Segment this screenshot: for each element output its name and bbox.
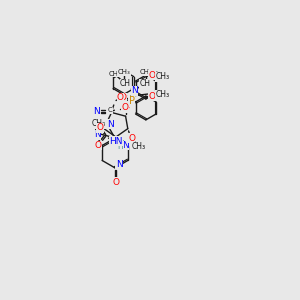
- Text: CH₃: CH₃: [149, 71, 162, 77]
- Text: CH₃: CH₃: [92, 119, 106, 128]
- Text: O: O: [121, 103, 128, 112]
- Text: H: H: [118, 142, 123, 151]
- Text: O: O: [112, 178, 119, 187]
- Text: CH: CH: [140, 79, 151, 88]
- Text: O: O: [119, 93, 126, 102]
- Text: O: O: [97, 123, 104, 132]
- Text: C: C: [108, 107, 112, 113]
- Text: HN: HN: [109, 136, 123, 146]
- Text: O: O: [148, 92, 155, 100]
- Text: O: O: [148, 71, 155, 80]
- Text: N: N: [131, 86, 138, 95]
- Text: CH₃: CH₃: [140, 69, 153, 75]
- Text: O: O: [94, 141, 102, 150]
- Text: N: N: [93, 107, 100, 116]
- Text: N: N: [116, 160, 123, 169]
- Text: CH₃: CH₃: [132, 142, 146, 151]
- Text: CH₃: CH₃: [155, 90, 169, 99]
- Text: CH₃: CH₃: [109, 71, 122, 77]
- Text: N: N: [107, 120, 113, 129]
- Text: N: N: [94, 130, 101, 139]
- Text: O: O: [128, 134, 135, 143]
- Text: H: H: [118, 140, 124, 149]
- Text: CH₃: CH₃: [118, 69, 130, 75]
- Text: O: O: [117, 93, 124, 102]
- Text: CH₃: CH₃: [155, 72, 169, 81]
- Text: O: O: [123, 103, 130, 112]
- Text: P: P: [128, 96, 134, 106]
- Text: CH: CH: [120, 79, 131, 88]
- Text: N: N: [122, 141, 129, 150]
